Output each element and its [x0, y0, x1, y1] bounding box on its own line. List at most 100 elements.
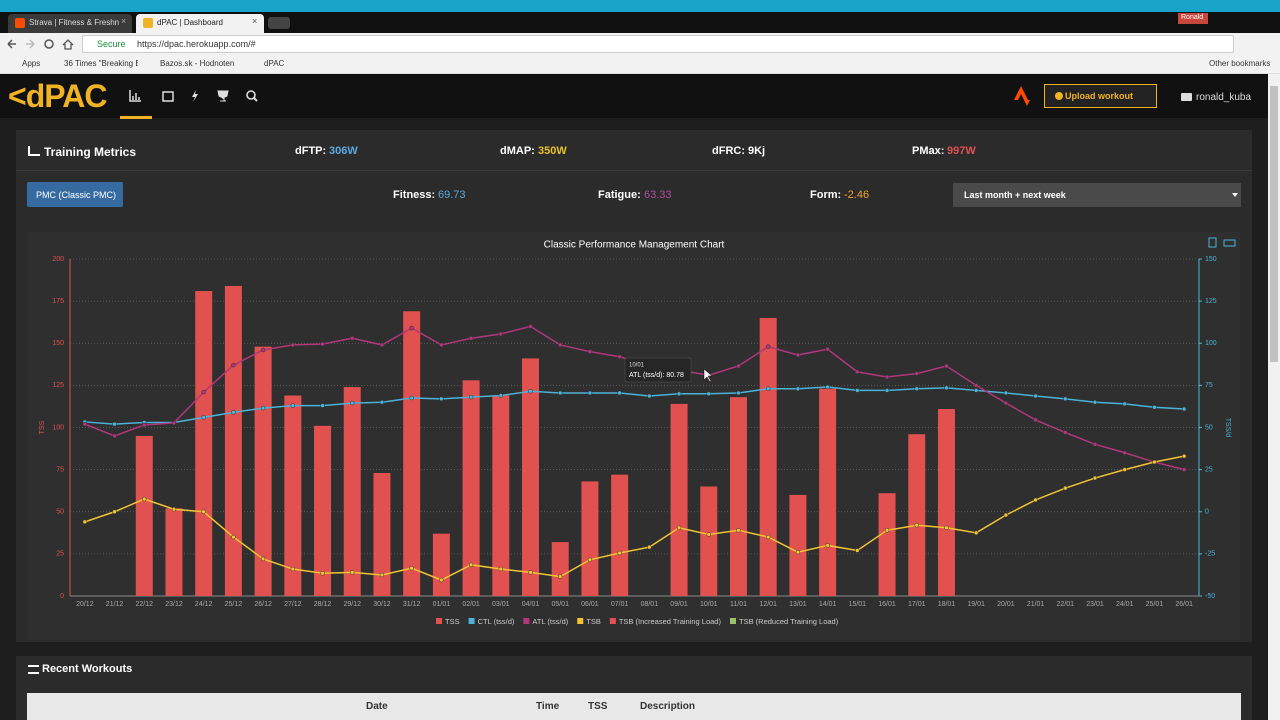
toolbar: Secure https://dpac.herokuapp.com/# — [0, 33, 1280, 55]
point — [290, 566, 296, 572]
scroll-thumb[interactable] — [1270, 86, 1278, 362]
legend-swatch — [436, 618, 442, 624]
point — [1122, 467, 1127, 472]
x-tick-label: 05/01 — [551, 601, 569, 608]
point — [142, 496, 147, 502]
address-bar[interactable]: Secure https://dpac.herokuapp.com/# — [82, 35, 1234, 53]
y2-tick-label: 0 — [1205, 509, 1209, 516]
metric-value: 350W — [538, 145, 567, 157]
legend-label: TSB (Reduced Training Load) — [739, 617, 839, 626]
metrics-icon — [28, 146, 40, 156]
upload-icon — [1055, 92, 1063, 100]
x-tick-label: 26/12 — [254, 601, 272, 608]
tooltip-text: ATL (tss/d): 80.78 — [629, 372, 684, 379]
point — [884, 528, 890, 533]
x-tick-label: 26/01 — [1175, 601, 1193, 608]
bookmark[interactable]: Apps — [22, 59, 41, 68]
scrollbar[interactable] — [1268, 74, 1280, 720]
new-tab[interactable] — [268, 17, 290, 29]
point — [1033, 393, 1038, 399]
line — [84, 325, 1185, 471]
point — [231, 362, 236, 368]
point — [825, 384, 830, 390]
chart-title: Classic Performance Management Chart — [544, 240, 725, 251]
x-tick-label: 28/12 — [314, 601, 332, 608]
legend-label: TSB — [586, 617, 601, 626]
point — [617, 354, 622, 359]
bar — [343, 387, 361, 596]
export-icon[interactable] — [1208, 237, 1217, 248]
legend-label: TSS — [445, 617, 460, 626]
x-tick-label: 19/01 — [967, 601, 985, 608]
point — [1033, 497, 1038, 503]
point — [1003, 400, 1009, 406]
tab-active[interactable]: dPAC | Dashboard × — [136, 14, 264, 33]
bookmark[interactable]: dPAC — [264, 59, 285, 68]
tab-close[interactable]: × — [252, 16, 258, 26]
bar — [878, 493, 896, 596]
point — [1003, 390, 1009, 396]
tab-close[interactable]: × — [121, 16, 127, 26]
y-tick-label: 0 — [60, 593, 64, 600]
other-bookmarks[interactable]: Other bookmarks — [1209, 59, 1271, 68]
print-icon[interactable] — [1223, 239, 1236, 247]
nav-buttons[interactable] — [0, 33, 80, 55]
x-tick-label: 12/01 — [759, 601, 777, 608]
point — [290, 342, 296, 348]
point — [1181, 406, 1187, 412]
bookmark[interactable]: 36 Times "Breaking B — [64, 59, 138, 68]
x-tick-label: 14/01 — [819, 601, 837, 608]
y-axis-label: TSS — [39, 420, 46, 434]
pmc-label: Form: — [810, 189, 842, 201]
profile[interactable]: Ronald — [1178, 13, 1208, 24]
upload-button[interactable]: Upload workout — [1044, 84, 1157, 108]
pmc-label: Fitness: — [393, 189, 436, 201]
point — [944, 363, 949, 369]
nav-icons[interactable] — [126, 88, 266, 104]
point — [765, 386, 771, 391]
pmc-value: 69.73 — [438, 189, 466, 201]
tab-title: dPAC | Dashboard — [157, 18, 223, 27]
point — [409, 325, 414, 331]
point — [260, 556, 266, 562]
point — [1122, 450, 1127, 456]
user-menu[interactable]: ronald_kuba — [1196, 92, 1252, 103]
legend-swatch — [609, 618, 616, 624]
x-tick-label: 22/12 — [136, 601, 154, 608]
bar — [224, 285, 242, 596]
point — [528, 389, 533, 394]
point — [379, 572, 385, 578]
profile-name: Ronald — [1181, 14, 1204, 21]
x-tick-label: 18/01 — [938, 601, 956, 608]
point — [82, 421, 88, 427]
bookmark[interactable]: Bazos.sk - Hodnoten — [160, 59, 235, 68]
point — [587, 349, 593, 354]
point — [676, 525, 682, 531]
logo[interactable]: <dPAC — [8, 78, 107, 114]
point — [350, 570, 355, 575]
x-tick-label: 02/01 — [462, 601, 480, 608]
bar — [284, 395, 302, 596]
tab[interactable]: Strava | Fitness & Freshn × — [8, 14, 132, 33]
upload-label: Upload workout — [1065, 91, 1133, 101]
x-tick-label: 24/12 — [195, 601, 213, 608]
divider — [16, 170, 1252, 171]
x-tick-label: 30/12 — [373, 601, 391, 608]
point — [498, 566, 504, 572]
point — [468, 394, 474, 400]
y2-tick-label: -50 — [1205, 593, 1215, 600]
point — [765, 344, 771, 349]
bar — [729, 397, 747, 596]
column-header: Description — [640, 701, 696, 712]
metric-value: 306W — [329, 145, 358, 157]
window-controls[interactable] — [1216, 12, 1276, 24]
strava-icon[interactable] — [1012, 84, 1032, 108]
select-arrow — [1232, 193, 1238, 197]
x-tick-label: 23/01 — [1086, 601, 1104, 608]
pmc-selector[interactable]: PMC (Classic PMC) — [27, 182, 123, 207]
point — [439, 342, 444, 348]
point — [498, 393, 504, 398]
point — [439, 396, 444, 402]
range-select[interactable]: Last month + next week — [953, 183, 1241, 207]
